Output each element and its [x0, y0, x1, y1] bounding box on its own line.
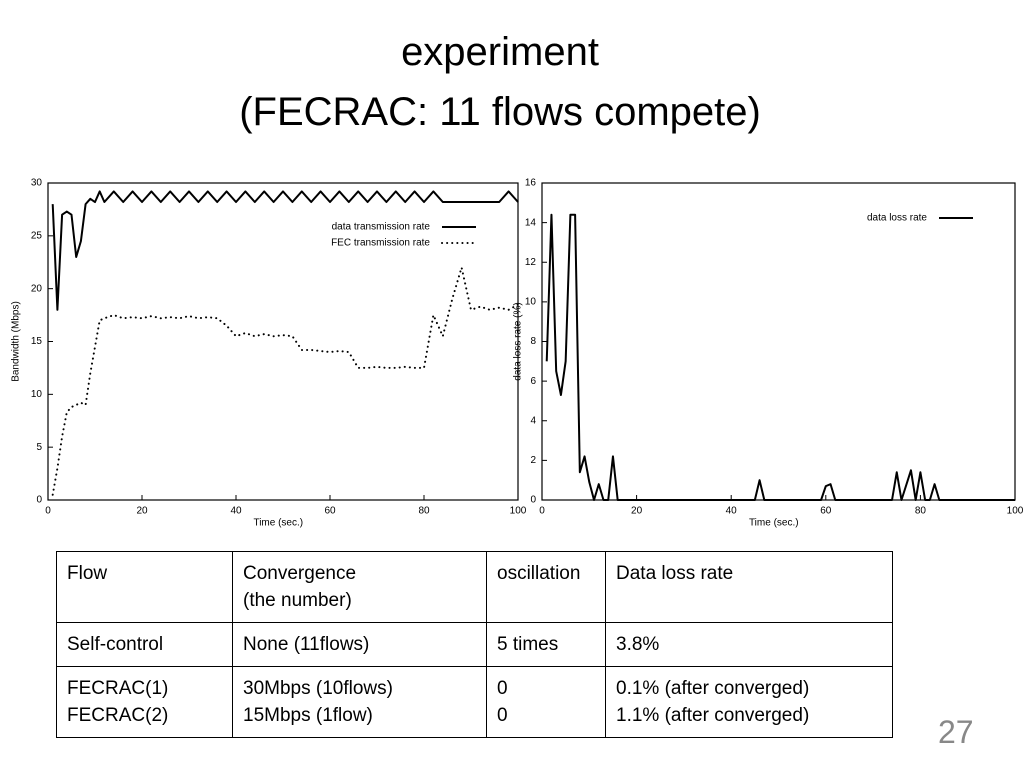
x-tick-label: 80 — [915, 506, 927, 517]
cell-text: oscillation — [497, 563, 581, 584]
cell-text: FECRAC(1) — [67, 678, 169, 699]
x-tick-label: 20 — [631, 506, 643, 517]
x-tick-label: 100 — [510, 506, 527, 517]
table-row: FECRAC(1) FECRAC(2) 30Mbps (10flows) 15Mbps… — [56, 666, 893, 738]
cell-text: 0 — [497, 705, 508, 726]
table-cell: oscillation — [486, 551, 606, 623]
cell-text: 15Mbps (1flow) — [243, 705, 373, 726]
cell-text: 1.1% (after converged) — [616, 705, 810, 726]
y-tick-label: 5 — [36, 442, 42, 453]
cell-text: Data loss rate — [616, 563, 734, 584]
y-tick-label: 2 — [530, 455, 536, 466]
x-tick-label: 100 — [1007, 506, 1024, 517]
plot-frame — [541, 182, 1016, 501]
cell-text: 0 — [497, 678, 508, 699]
y-tick-label: 25 — [31, 230, 43, 241]
cell-text: 0.1% (after converged) — [616, 678, 810, 699]
table-cell: 5 times — [486, 622, 606, 667]
page-number: 27 — [938, 714, 974, 750]
x-tick-label: 80 — [418, 506, 430, 517]
y-tick-label: 30 — [31, 178, 43, 189]
y-tick-label: 6 — [530, 376, 536, 387]
cell-text: Self-control — [67, 634, 164, 655]
y-tick-label: 14 — [525, 217, 537, 228]
cell-text: 3.8% — [616, 634, 660, 655]
cell-text: Convergence — [243, 563, 357, 584]
x-tick-label: 20 — [136, 506, 148, 517]
x-tick-label: 60 — [820, 506, 832, 517]
table-cell: None (11flows) — [232, 622, 487, 667]
plot-frame — [47, 182, 519, 501]
y-tick-label: 16 — [525, 178, 537, 189]
x-tick-label: 0 — [45, 506, 51, 517]
table-cell: Flow — [56, 551, 233, 623]
x-tick-label: 60 — [324, 506, 336, 517]
title-line: experiment — [401, 30, 599, 74]
table-cell: Convergence (the number) — [232, 551, 487, 623]
results-table: Flow Convergence (the number) oscillation Da… — [56, 551, 893, 738]
table-row: Self-control None (11flows) 5 times 3.8% — [56, 622, 893, 667]
cell-text: 5 times — [497, 634, 559, 655]
y-tick-label: 10 — [525, 297, 537, 308]
cell-text: None (11flows) — [243, 634, 370, 655]
table-row: Flow Convergence (the number) oscillation Da… — [56, 551, 893, 623]
y-tick-label: 4 — [530, 415, 536, 426]
legend-label: data loss rate — [867, 213, 927, 224]
y-tick-label: 8 — [530, 336, 536, 347]
cell-text: FECRAC(2) — [67, 705, 169, 726]
x-axis-label: Time (sec.) — [749, 518, 799, 529]
legend-label: FEC transmission rate — [331, 238, 430, 249]
cell-text: 30Mbps (10flows) — [243, 678, 393, 699]
y-tick-label: 10 — [31, 389, 43, 400]
x-tick-label: 40 — [230, 506, 242, 517]
x-tick-label: 0 — [539, 506, 545, 517]
cell-text: (the number) — [243, 590, 352, 611]
data-line — [545, 213, 1015, 501]
table-cell: Data loss rate — [605, 551, 893, 623]
data-line — [51, 266, 519, 496]
title-line: (FECRAC: 11 flows compete) — [239, 90, 761, 134]
y-tick-label: 20 — [31, 283, 43, 294]
x-axis-label: Time (sec.) — [253, 518, 303, 529]
table-cell: 0.1% (after converged) 1.1% (after conver… — [605, 666, 893, 738]
y-tick-label: 15 — [31, 336, 43, 347]
x-tick-label: 40 — [726, 506, 738, 517]
data-line — [51, 190, 519, 311]
table-cell: 30Mbps (10flows) 15Mbps (1flow) — [232, 666, 487, 738]
y-tick-label: 12 — [525, 257, 537, 268]
legend-label: data transmission rate — [332, 222, 431, 233]
table-cell: 3.8% — [605, 622, 893, 667]
table-cell: Self-control — [56, 622, 233, 667]
y-axis-label: Bandwidth (Mbps) — [11, 301, 22, 382]
y-axis-label: data loss rate (%) — [513, 302, 524, 380]
y-tick-label: 0 — [530, 495, 536, 506]
cell-text: Flow — [67, 563, 108, 584]
table-cell: FECRAC(1) FECRAC(2) — [56, 666, 233, 738]
y-tick-label: 0 — [36, 495, 42, 506]
